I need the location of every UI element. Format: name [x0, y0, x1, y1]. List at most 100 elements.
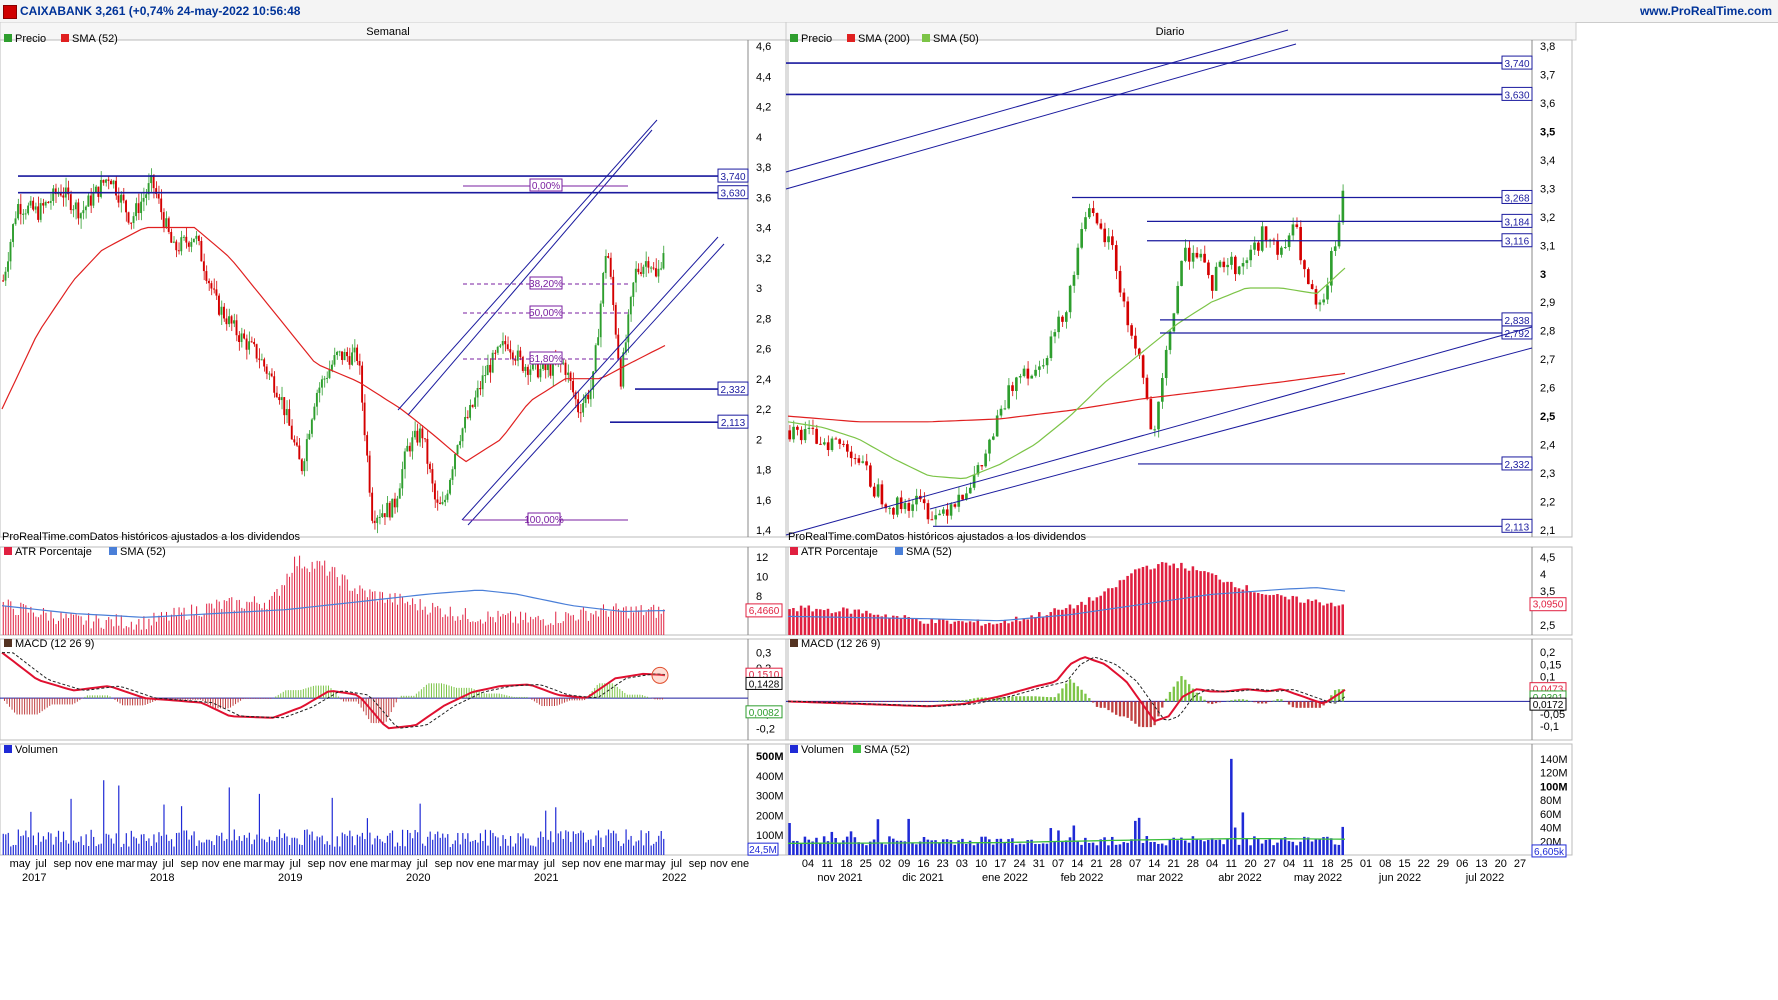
daily-atr-bar: [1303, 602, 1306, 635]
daily-macd-hist-bar: [1299, 701, 1302, 708]
daily-macd-hist-bar: [1134, 701, 1137, 724]
weekly-candle: [243, 333, 246, 339]
weekly-candle: [49, 200, 52, 203]
weekly-candle: [278, 397, 281, 401]
weekly-level-box: [717, 185, 749, 200]
weekly-fib-box: [529, 178, 563, 192]
daily-volume-bar: [1137, 817, 1141, 855]
weekly-candle: [579, 412, 582, 414]
weekly-candle: [14, 218, 17, 225]
daily-candle: [1168, 331, 1172, 350]
daily-atr-bar: [1153, 568, 1156, 635]
daily-volume-bar: [819, 842, 822, 855]
weekly-candle: [451, 469, 454, 480]
weekly-candle: [260, 359, 263, 361]
daily-macd-ytick: 0,1: [1540, 672, 1555, 684]
daily-macd-hist-bar: [1291, 701, 1295, 708]
daily-atr-bar: [1306, 599, 1310, 635]
weekly-candle: [298, 445, 301, 460]
weekly-macd-histogram: [4, 683, 663, 724]
weekly-candle: [491, 352, 494, 373]
weekly-x-month: nov: [456, 858, 474, 870]
daily-volume-bar: [984, 836, 987, 855]
daily-atr-bar: [1253, 592, 1256, 635]
daily-candle: [1130, 325, 1133, 336]
daily-macd-hist-bar: [1260, 701, 1264, 704]
weekly-channel-upper-2: [407, 129, 653, 416]
weekly-x-month: mar: [243, 858, 262, 870]
weekly-candle: [263, 359, 266, 367]
daily-volume-bar: [1172, 837, 1175, 855]
daily-atr-bar: [1072, 608, 1076, 635]
daily-macd-hist-bar: [842, 701, 845, 703]
weekly-candle: [217, 295, 220, 315]
weekly-price-ytick: 4,2: [756, 102, 771, 114]
daily-macd-hist-bar: [1226, 700, 1229, 702]
weekly-price-ytick: 1,4: [756, 525, 771, 537]
daily-level-label: 3,740: [1504, 59, 1529, 70]
daily-x-day: 22: [1418, 858, 1430, 870]
daily-volume-bar: [1153, 841, 1156, 855]
daily-price-ytick: 3,3: [1540, 183, 1555, 195]
weekly-candle: [265, 366, 268, 374]
weekly-candle: [501, 341, 504, 346]
chart-canvas[interactable]: Semanal Diario 4,6 4,4 4,2 4 3,8 3,6 3,4 3,2 3 2,8 2…: [0, 22, 1778, 1000]
site-link[interactable]: www.ProRealTime.com: [1639, 4, 1772, 18]
daily-candle: [1064, 312, 1068, 322]
daily-atr-bar: [1141, 566, 1145, 635]
daily-volume-bar: [1241, 812, 1245, 855]
weekly-x-month: jul: [289, 858, 301, 870]
daily-candle: [1187, 247, 1191, 262]
daily-x-day: 18: [1321, 858, 1333, 870]
daily-macd-hist-bar: [1042, 696, 1045, 702]
weekly-volume-ytick: 500M: [756, 751, 784, 763]
daily-macd-hist-bar: [826, 701, 830, 703]
weekly-candle: [647, 261, 650, 268]
weekly-candle: [195, 235, 198, 239]
daily-macd-hist-bar: [1030, 696, 1033, 702]
daily-volume-bar: [1003, 841, 1006, 855]
weekly-candle: [406, 445, 409, 452]
daily-macd-hist-bar: [999, 697, 1003, 702]
daily-volume-bar: [822, 836, 826, 855]
weekly-candle: [99, 179, 102, 197]
daily-volume-bar: [888, 836, 891, 855]
daily-candle: [799, 429, 803, 441]
daily-volume-bar: [1095, 845, 1099, 855]
daily-candle: [869, 465, 872, 487]
weekly-price-ytick: 2,8: [756, 313, 771, 325]
daily-atr-sma-line: [787, 587, 1346, 622]
daily-candle: [1091, 208, 1095, 214]
weekly-candle: [84, 206, 87, 211]
daily-atr-bar: [1318, 602, 1321, 635]
daily-volume-bar: [1076, 841, 1079, 855]
weekly-price-ytick: 3,4: [756, 223, 771, 235]
daily-x-day: 20: [1495, 858, 1507, 870]
weekly-candle: [135, 203, 138, 217]
daily-volume-bar: [1314, 839, 1318, 855]
weekly-candle: [258, 358, 261, 360]
weekly-candle: [479, 388, 482, 390]
weekly-candle: [253, 341, 256, 345]
daily-volume-bar: [1176, 840, 1179, 855]
daily-volume-bar: [1037, 844, 1041, 855]
daily-candle: [1030, 375, 1034, 379]
daily-volume-bar: [934, 840, 937, 855]
daily-atr-bar: [1080, 601, 1083, 635]
daily-macd-hist-bar: [1115, 701, 1118, 715]
daily-macd-hist-bar: [1157, 701, 1160, 717]
daily-macd-hist-bar: [1026, 696, 1030, 702]
weekly-candle: [659, 268, 662, 270]
daily-macd-hist-bar: [830, 701, 834, 703]
daily-macd-hist-bar: [945, 700, 949, 702]
daily-level-box: [1501, 86, 1533, 101]
daily-candle: [880, 484, 884, 505]
daily-candle: [1314, 289, 1318, 305]
daily-volume-ytick: 100M: [1540, 781, 1568, 793]
weekly-candle: [333, 355, 336, 365]
weekly-candle: [438, 502, 441, 504]
daily-candle: [1007, 385, 1010, 409]
daily-atr-bar: [1241, 589, 1245, 635]
weekly-x-month: jul: [162, 858, 174, 870]
daily-volume-bar: [918, 841, 922, 855]
